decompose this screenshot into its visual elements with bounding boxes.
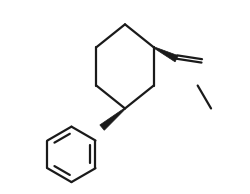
- Polygon shape: [100, 108, 125, 130]
- Polygon shape: [154, 47, 178, 62]
